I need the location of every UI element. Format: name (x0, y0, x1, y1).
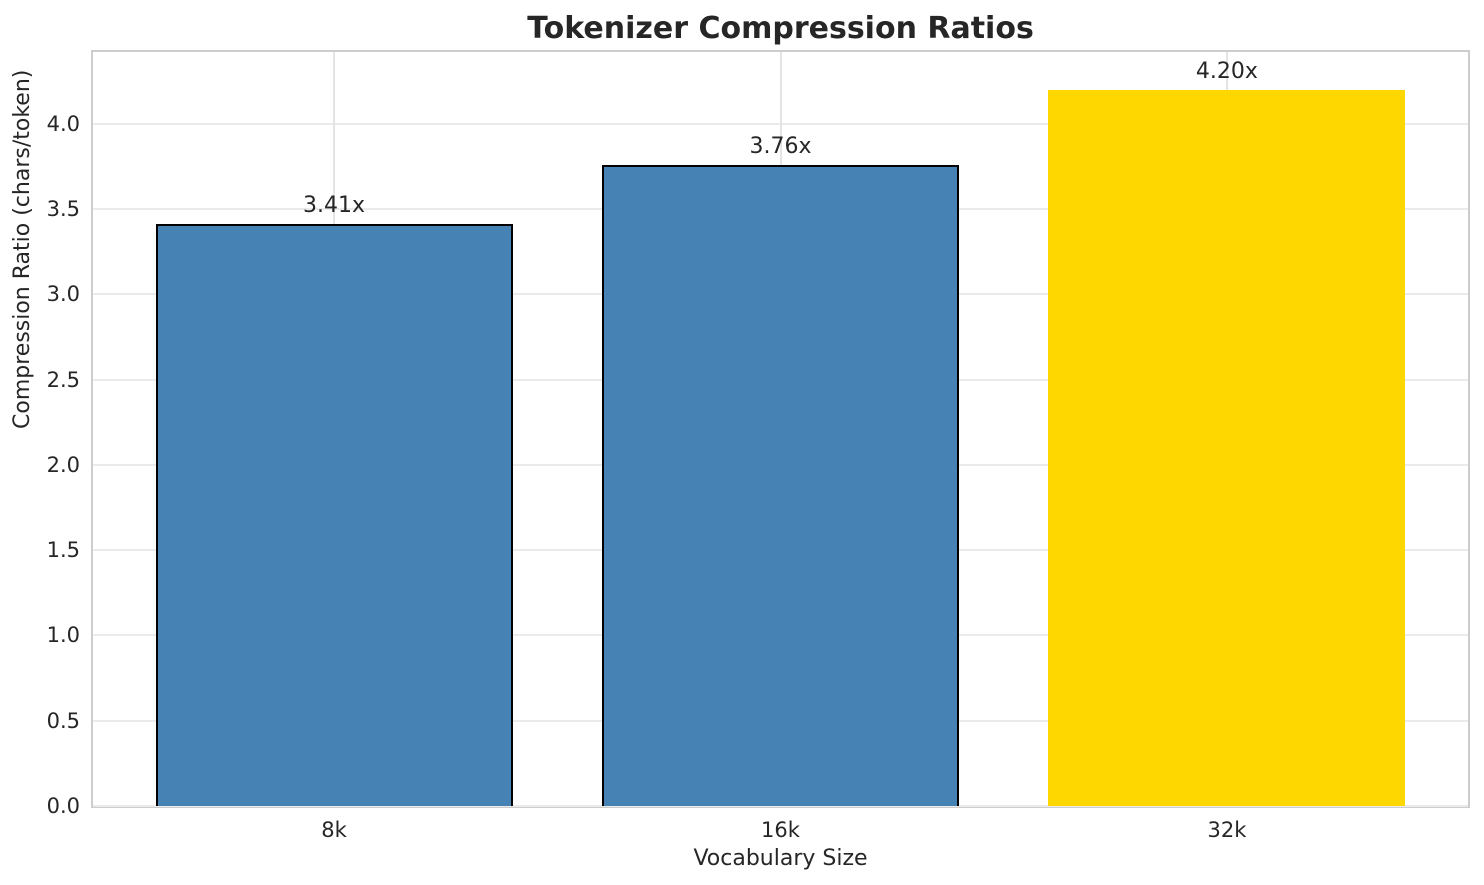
bar-value-label: 3.41x (303, 193, 366, 219)
chart-title: Tokenizer Compression Ratios (527, 11, 1034, 46)
y-tick-label: 4.0 (46, 111, 80, 136)
y-tick-label: 2.5 (46, 367, 80, 392)
x-tick-label: 8k (321, 818, 347, 842)
x-axis-label: Vocabulary Size (693, 846, 868, 871)
x-tick-label: 32k (1207, 818, 1247, 842)
y-tick-label: 2.0 (46, 452, 80, 477)
gridline-horizontal (93, 805, 1468, 807)
bar-value-label: 4.20x (1195, 58, 1258, 84)
plot-area: 3.41x 3.76x 4.20x (91, 50, 1470, 808)
bar-value-label: 3.76x (749, 133, 812, 159)
bar-16k (601, 164, 960, 806)
y-tick-label: 3.5 (46, 196, 80, 221)
y-tick-label: 0.5 (46, 708, 80, 733)
y-tick-label: 1.5 (46, 538, 80, 563)
bar-8k (155, 224, 513, 806)
y-tick-label: 0.0 (46, 794, 80, 818)
x-tick-label: 16k (761, 818, 800, 842)
y-tick-label: 3.0 (46, 282, 80, 307)
bar-32k (1048, 89, 1406, 806)
y-tick-label: 1.0 (46, 623, 80, 648)
